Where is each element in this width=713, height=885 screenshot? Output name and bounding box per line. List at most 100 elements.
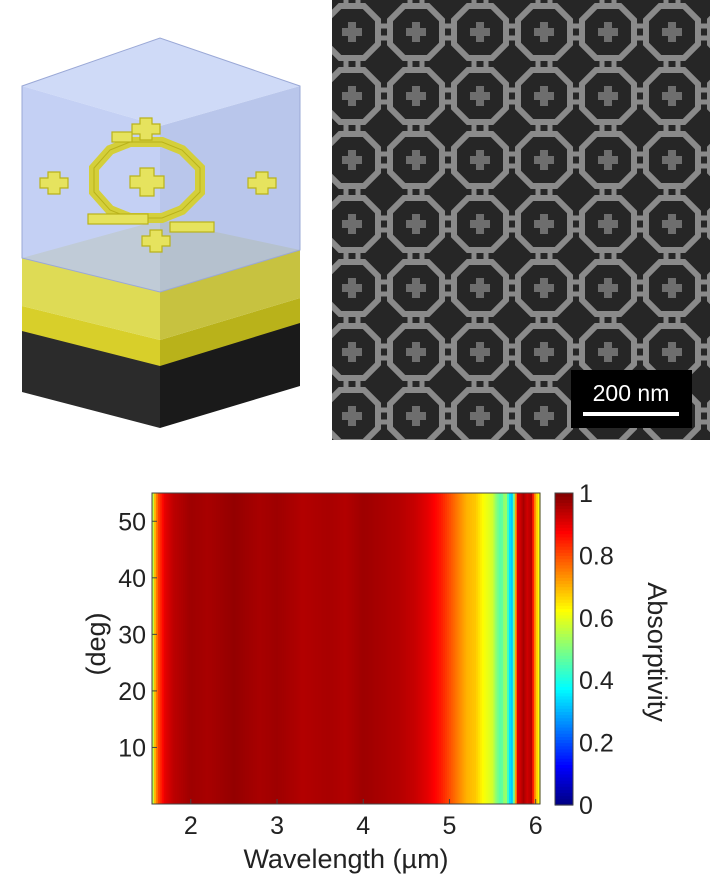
colorbar-segment [555,683,573,688]
heatmap-cell [382,493,386,804]
heatmap-cell [210,493,213,804]
colorbar-segment [555,658,573,663]
heatmap-cell [532,493,535,804]
heatmap-cell [223,493,227,804]
colorbar-segment [555,605,573,610]
heatmap-cell [443,493,446,804]
heatmap-cell [239,493,242,804]
heatmap-cell [441,493,444,804]
heatmap-cell [301,493,304,804]
sem-image [332,0,710,440]
heatmap-cell [186,493,190,804]
colorbar-segment [555,727,573,731]
colorbar-segment [555,636,573,641]
heatmap-cell [256,493,260,804]
heatmap-cell [278,493,281,804]
heatmap-cell [307,493,310,804]
heatmap-cell [165,493,169,804]
colorbar-segment [555,645,573,650]
heatmap-cell [363,493,366,804]
heatmap-cell [281,493,285,804]
x-tick-label: 3 [270,812,284,840]
colorbar-segment [555,499,573,503]
heatmap-cell [175,493,178,804]
heatmap-cell [245,493,248,804]
heatmap-cell [190,493,194,804]
colorbar-segment [555,792,573,797]
heatmap-cell [227,493,231,804]
heatmap-cell [520,493,524,804]
heatmap-cell [247,493,250,804]
heatmap-cell [274,493,277,804]
heatmap-cell [353,493,357,804]
y-tick-label: 30 [118,621,146,649]
heatmap-cell [179,493,182,804]
heatmap-cell [214,493,217,804]
heatmap-cell [293,493,297,804]
colorbar-segment [555,789,573,794]
colorbar-segment [555,627,573,631]
colorbar-segment [555,586,573,591]
scale-bar-label: 200 nm [593,380,670,406]
heatmap-cell [194,493,198,804]
heatmap-cell [417,493,421,804]
colorbar-segment [555,795,573,800]
heatmap-cell [314,493,318,804]
heatmap-cell [474,493,477,804]
heatmap-cell [231,493,235,804]
heatmap-cell [219,493,223,804]
heatmap-cell [212,493,215,804]
heatmap-cell [472,493,475,804]
heatmap-cell [373,493,376,804]
colorbar-segment [555,611,573,616]
heatmap-cell [342,493,345,804]
heatmap-cell [423,493,427,804]
heatmap-cell [173,493,176,804]
heatmap-cell [332,493,335,804]
heatmap-cell [481,493,485,804]
colorbar-segment [555,717,573,722]
heatmap-cell [479,493,483,804]
heatmap-cell [536,493,539,804]
y-tick-label: 40 [118,565,146,593]
heatmap-cell [344,493,347,804]
heatmap-cell [200,493,204,804]
heatmap-cell [431,493,434,804]
colorbar-segment [555,670,573,675]
colorbar-segment [555,549,573,553]
colorbar-segment [555,686,573,691]
unit-cell-3d-model [21,37,301,428]
heatmap-cell [388,493,392,804]
colorbar-segment [555,555,573,560]
colorbar-segment [555,798,573,803]
heatmap-cell [171,493,174,804]
scale-bar-box [571,370,692,428]
heatmap-cell [433,493,436,804]
colorbar-segment [555,652,573,656]
heatmap-cell [413,493,417,804]
colorbar-segment [555,677,573,681]
colorbar-segment [555,695,573,700]
heatmap-cell [493,493,496,804]
colorbar [555,493,573,806]
colorbar-segment [555,786,573,790]
heatmap-cell [262,493,266,804]
colorbar-segment [555,720,573,725]
heatmap-cell [330,493,334,804]
colorbar-segment [555,776,573,781]
heatmap-cell [241,493,244,804]
colorbar-segment [555,608,573,613]
heatmap-cell [266,493,269,804]
heatmap-cell [377,493,380,804]
heatmap-cell [198,493,202,804]
heatmap-cell [347,493,351,804]
heatmap-cell [254,493,258,804]
colorbar-segment [555,630,573,634]
heatmap-cell [404,493,407,804]
heatmap-cell [326,493,330,804]
heatmap-cell [462,493,465,804]
colorbar-segment [555,755,573,759]
heatmap-cell [435,493,438,804]
heatmap-cell [514,493,518,804]
heatmap-cell [349,493,353,804]
